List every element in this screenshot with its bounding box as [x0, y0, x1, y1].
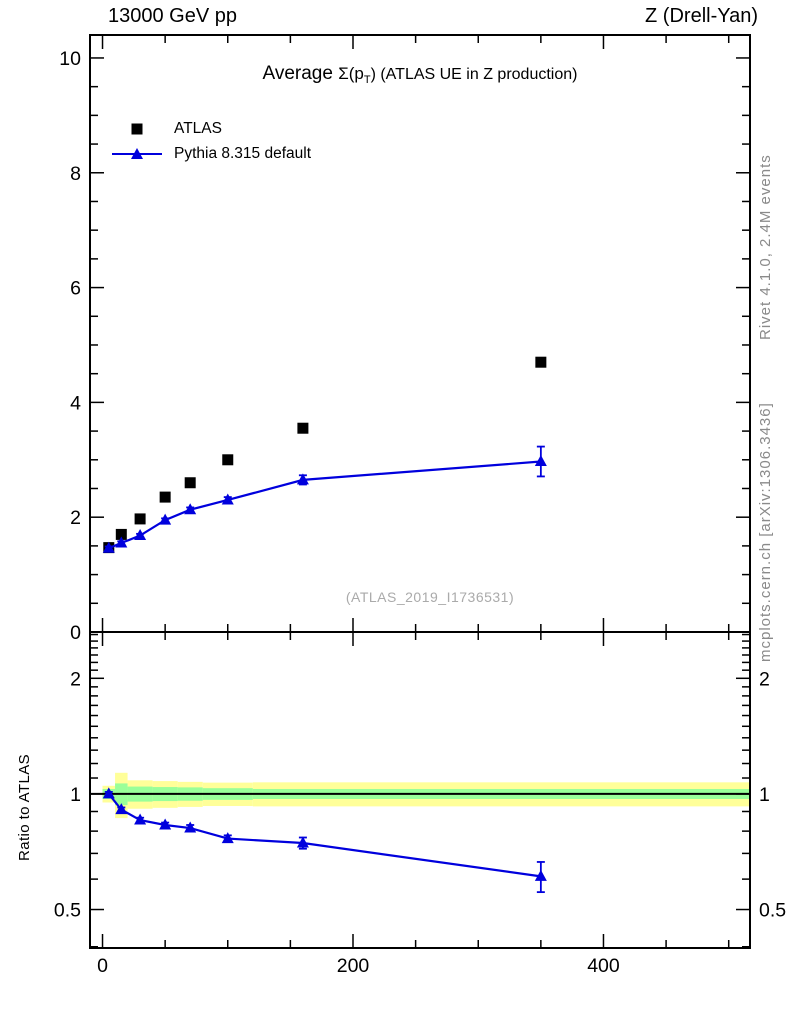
- title-subscript: T: [363, 74, 371, 87]
- title-suffix: ) (ATLAS UE in Z production): [370, 66, 578, 83]
- ratio-curve: [102, 787, 547, 894]
- mcplots-arxiv-label: mcplots.cern.ch [arXiv:1306.3436]: [757, 402, 774, 662]
- ratio-marker: [134, 813, 147, 825]
- y-ratio-tick-label-right: 0.5: [759, 900, 786, 922]
- atlas-marker: [159, 491, 171, 503]
- legend-label-atlas: ATLAS: [174, 119, 222, 137]
- x-tick-label: 0: [97, 955, 108, 977]
- pythia-marker: [115, 536, 128, 548]
- pythia-marker: [184, 503, 197, 515]
- pythia-marker: [159, 513, 172, 525]
- axis-tick-labels: 0 200 400 2 4 6 8 10 0 0.5 0.5 1 1 2 2: [54, 48, 786, 977]
- title-symbol: Σ(p: [338, 64, 364, 83]
- ratio-uncertainty-band: [90, 772, 750, 819]
- ratio-axis-title: Ratio to ATLAS: [16, 753, 33, 861]
- ratio-marker: [115, 803, 128, 815]
- ratio-marker: [534, 869, 547, 881]
- y-main-tick-label: 2: [70, 507, 81, 529]
- x-tick-label: 400: [587, 955, 620, 977]
- y-main-tick-label: 4: [70, 392, 81, 414]
- title-prefix: Average: [262, 63, 339, 84]
- y-ratio-tick-label-right: 2: [759, 668, 770, 690]
- atlas-square-icon: [112, 122, 162, 136]
- legend-item-pythia: Pythia 8.315 default: [112, 141, 311, 166]
- ratio-marker: [221, 832, 234, 844]
- atlas-marker: [222, 454, 234, 466]
- ratio-marker: [296, 836, 309, 848]
- atlas-marker: [535, 356, 547, 368]
- atlas-marker: [115, 528, 127, 540]
- analysis-watermark: (ATLAS_2019_I1736531): [345, 589, 515, 605]
- axis-ticks: [90, 35, 750, 948]
- atlas-marker: [184, 477, 196, 489]
- pythia-marker: [296, 473, 309, 485]
- process-label: Z (Drell-Yan): [645, 5, 758, 27]
- legend-label-pythia: Pythia 8.315 default: [174, 144, 312, 162]
- pythia-marker: [534, 455, 547, 467]
- y-ratio-tick-label-left: 0.5: [54, 900, 81, 922]
- pythia-triangle-line-icon: [112, 147, 162, 161]
- pythia-marker: [221, 493, 234, 505]
- y-ratio-tick-label-right: 1: [759, 784, 770, 806]
- rivet-version-label: Rivet 4.1.0, 2.4M events: [757, 154, 774, 340]
- y-main-tick-label: 6: [70, 278, 81, 300]
- y-ratio-tick-label-left: 1: [70, 784, 81, 806]
- y-main-zero-label: 0: [70, 622, 81, 644]
- pythia-marker: [102, 541, 115, 553]
- y-main-tick-label: 10: [59, 48, 81, 70]
- atlas-marker: [134, 513, 146, 525]
- pythia-curve: [102, 445, 547, 553]
- x-tick-label: 200: [337, 955, 370, 977]
- plot-title: Average Σ(pT) (ATLAS UE in Z production): [90, 63, 750, 86]
- ratio-marker: [102, 787, 115, 799]
- panel-frames: [89, 34, 751, 949]
- legend: ATLAS Pythia 8.315 default: [112, 116, 311, 166]
- y-ratio-tick-label-left: 2: [70, 668, 81, 690]
- legend-item-atlas: ATLAS: [112, 116, 311, 141]
- ratio-marker: [159, 818, 172, 830]
- ratio-marker: [184, 821, 197, 833]
- atlas-marker: [297, 422, 309, 434]
- beam-label: 13000 GeV pp: [108, 5, 237, 27]
- data-series: [102, 356, 547, 894]
- y-main-tick-label: 8: [70, 163, 81, 185]
- pythia-line: [108, 460, 541, 550]
- panel-frame: [89, 631, 751, 949]
- pythia-marker: [134, 529, 147, 541]
